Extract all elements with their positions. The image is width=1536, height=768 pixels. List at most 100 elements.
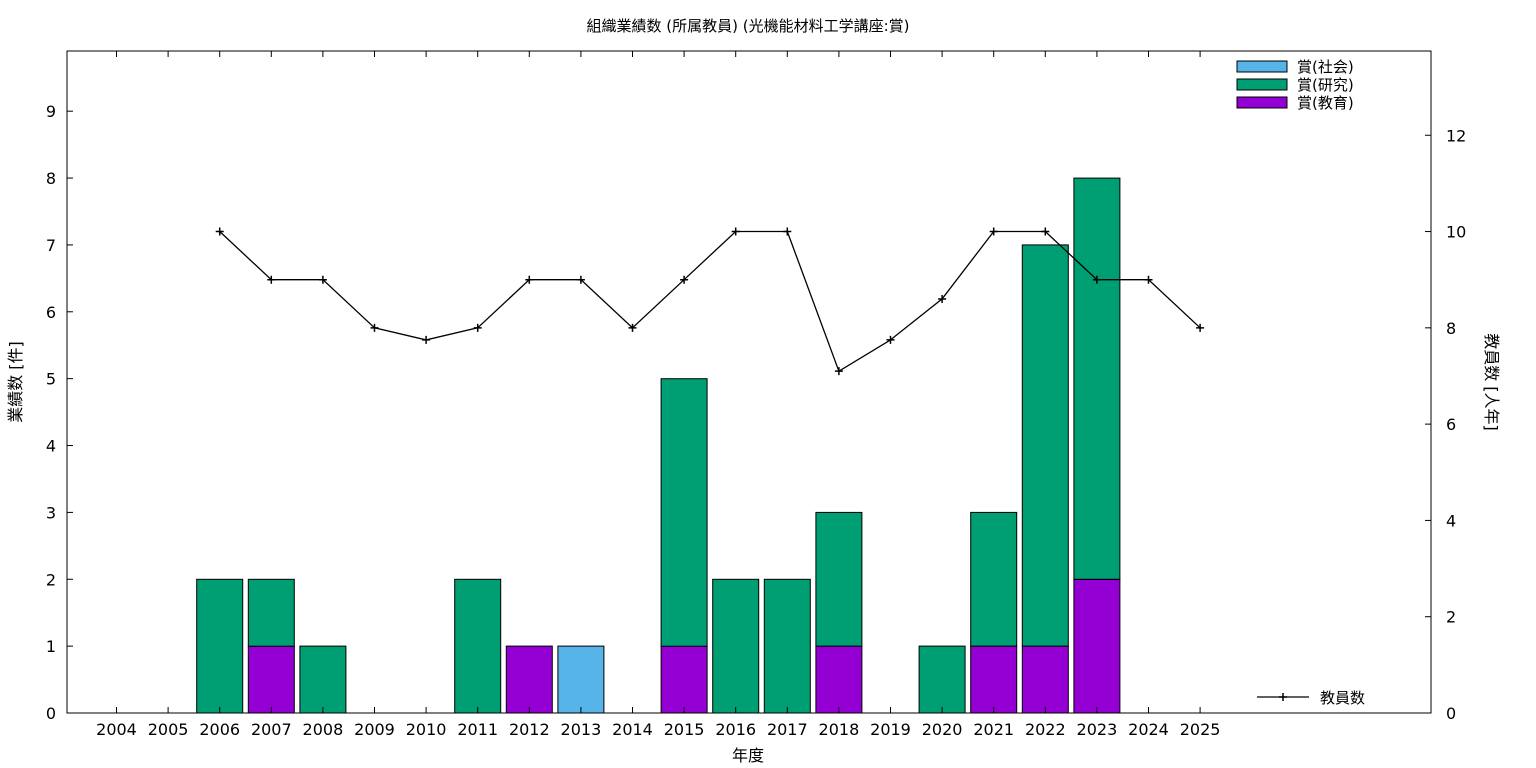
line-faculty-count — [219, 230, 1201, 373]
y2-tick-label-8: 8 — [1446, 319, 1456, 338]
y2-tick-label-10: 10 — [1446, 223, 1466, 242]
x-tick-label-2015: 2015 — [664, 720, 705, 739]
x-tick-label-2019: 2019 — [870, 720, 911, 739]
x-tick-label-2014: 2014 — [612, 720, 653, 739]
bar-2018-s1 — [815, 511, 863, 647]
chart-title: 組織業績数 (所属教員) (光機能材料工学講座:賞) — [586, 17, 909, 35]
point-2018 — [834, 367, 843, 376]
bar-2022-s1 — [1021, 244, 1069, 647]
x-axis-title: 年度 — [732, 746, 764, 765]
bar-2020-s1 — [918, 645, 966, 714]
x-tick-label-2013: 2013 — [561, 720, 602, 739]
point-2007 — [267, 275, 276, 284]
x-tick-label-2012: 2012 — [509, 720, 550, 739]
point-2016 — [731, 227, 740, 236]
bar-2021-s1 — [970, 511, 1018, 647]
point-2010 — [422, 335, 431, 344]
bars-group — [196, 177, 1121, 714]
y-tick-label-9: 9 — [46, 102, 56, 121]
bar-2015-s1 — [660, 378, 708, 647]
line-legend-marker — [1279, 693, 1287, 701]
line-legend: 教員数 — [1257, 689, 1365, 707]
point-2022 — [1041, 227, 1050, 236]
legend: 賞(社会)賞(研究)賞(教育) — [1236, 58, 1354, 112]
ticks-group — [67, 51, 1431, 714]
y-tick-label-8: 8 — [46, 169, 56, 188]
legend-swatch-1 — [1236, 78, 1288, 91]
x-tick-label-2009: 2009 — [354, 720, 395, 739]
bar-2008-s1 — [299, 645, 347, 714]
y-tick-labels: 0 1 2 3 4 5 6 7 8 9 — [46, 102, 56, 723]
point-2012 — [525, 275, 534, 284]
point-2019 — [886, 335, 895, 344]
x-tick-label-2005: 2005 — [148, 720, 189, 739]
point-2023 — [1092, 275, 1101, 284]
point-2006 — [215, 227, 224, 236]
x-tick-label-2007: 2007 — [251, 720, 292, 739]
y2-tick-label-0: 0 — [1446, 704, 1456, 723]
x-tick-labels: 2004 2005 2006 2007 2008 2009 2010 2011 2012 2013… — [96, 720, 1220, 739]
x-tick-label-2017: 2017 — [767, 720, 808, 739]
point-2015 — [680, 275, 689, 284]
x-tick-label-2022: 2022 — [1025, 720, 1066, 739]
point-2013 — [576, 275, 585, 284]
y-tick-label-5: 5 — [46, 370, 56, 389]
y-tick-label-0: 0 — [46, 704, 56, 723]
legend-swatch-2 — [1236, 96, 1288, 109]
bar-2007-s0 — [247, 645, 295, 714]
x-tick-label-2020: 2020 — [922, 720, 963, 739]
y-tick-label-6: 6 — [46, 303, 56, 322]
y2-tick-label-6: 6 — [1446, 415, 1456, 434]
bar-2013-s2 — [557, 645, 605, 714]
x-tick-label-2025: 2025 — [1180, 720, 1221, 739]
bar-2012-s0 — [505, 645, 553, 714]
point-2011 — [473, 323, 482, 332]
point-2021 — [989, 227, 998, 236]
x-tick-label-2011: 2011 — [457, 720, 498, 739]
bar-2023-s0 — [1073, 578, 1121, 714]
line-legend-label: 教員数 — [1320, 689, 1365, 707]
point-2008 — [318, 275, 327, 284]
y2-tick-labels: 0 2 4 6 8 10 12 — [1446, 126, 1466, 723]
x-tick-label-2023: 2023 — [1077, 720, 1118, 739]
bar-2018-s0 — [815, 645, 863, 714]
x-tick-label-2018: 2018 — [819, 720, 860, 739]
bar-2016-s1 — [712, 578, 760, 714]
bar-2015-s0 — [660, 645, 708, 714]
legend-label-1: 賞(研究) — [1297, 76, 1354, 94]
point-2014 — [628, 323, 637, 332]
y2-axis-title: 教員数 [人年] — [1482, 333, 1501, 431]
bar-2017-s1 — [763, 578, 811, 714]
y2-tick-label-2: 2 — [1446, 608, 1456, 627]
y-tick-label-7: 7 — [46, 236, 56, 255]
point-2017 — [783, 227, 792, 236]
point-2025 — [1196, 323, 1205, 332]
y-tick-label-3: 3 — [46, 503, 56, 522]
x-tick-label-2024: 2024 — [1128, 720, 1169, 739]
point-2020 — [938, 294, 947, 303]
plot-frame — [66, 50, 1432, 714]
bar-2021-s0 — [970, 645, 1018, 714]
legend-swatch-0 — [1236, 60, 1288, 73]
bar-2011-s1 — [454, 578, 502, 714]
y-tick-label-4: 4 — [46, 437, 56, 456]
y-tick-label-2: 2 — [46, 570, 56, 589]
y-axis-title: 業績数 [件] — [6, 341, 25, 423]
legend-label-2: 賞(教育) — [1297, 94, 1354, 112]
line-group — [215, 227, 1205, 376]
x-tick-label-2016: 2016 — [715, 720, 756, 739]
y-tick-label-1: 1 — [46, 637, 56, 656]
bar-2006-s1 — [196, 578, 244, 714]
x-tick-label-2008: 2008 — [303, 720, 344, 739]
bar-2007-s1 — [247, 578, 295, 647]
y2-tick-label-12: 12 — [1446, 126, 1466, 145]
bar-2022-s0 — [1021, 645, 1069, 714]
point-2024 — [1144, 275, 1153, 284]
legend-label-0: 賞(社会) — [1297, 58, 1354, 76]
point-2009 — [370, 323, 379, 332]
x-tick-label-2006: 2006 — [199, 720, 240, 739]
bar-2023-s1 — [1073, 177, 1121, 580]
x-tick-label-2010: 2010 — [406, 720, 447, 739]
x-tick-label-2021: 2021 — [973, 720, 1014, 739]
